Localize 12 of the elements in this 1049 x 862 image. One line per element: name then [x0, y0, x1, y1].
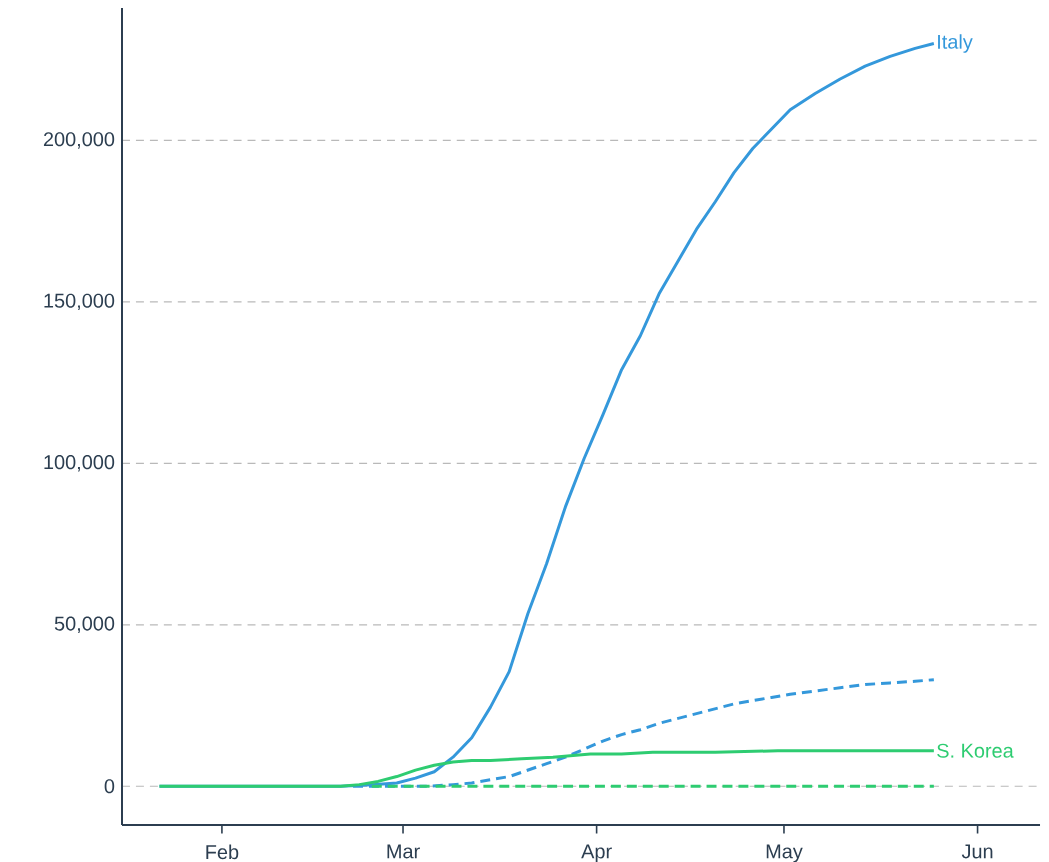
- y-tick-label: 50,000: [54, 616, 115, 634]
- series-label: S. Korea: [937, 743, 1014, 758]
- x-tick-label: Mar: [387, 844, 420, 859]
- x-tick-label: Jun: [961, 844, 993, 859]
- y-tick-label: 200,000: [43, 132, 115, 149]
- y-tick-label: 150,000: [44, 293, 115, 311]
- x-tick-label: May: [766, 844, 803, 862]
- y-tick-label: 0: [104, 779, 115, 794]
- x-tick-label: Feb: [206, 844, 239, 860]
- series-label: Italy: [938, 34, 973, 53]
- y-tick-label: 100,000: [44, 455, 115, 472]
- x-tick-label: Apr: [581, 844, 612, 862]
